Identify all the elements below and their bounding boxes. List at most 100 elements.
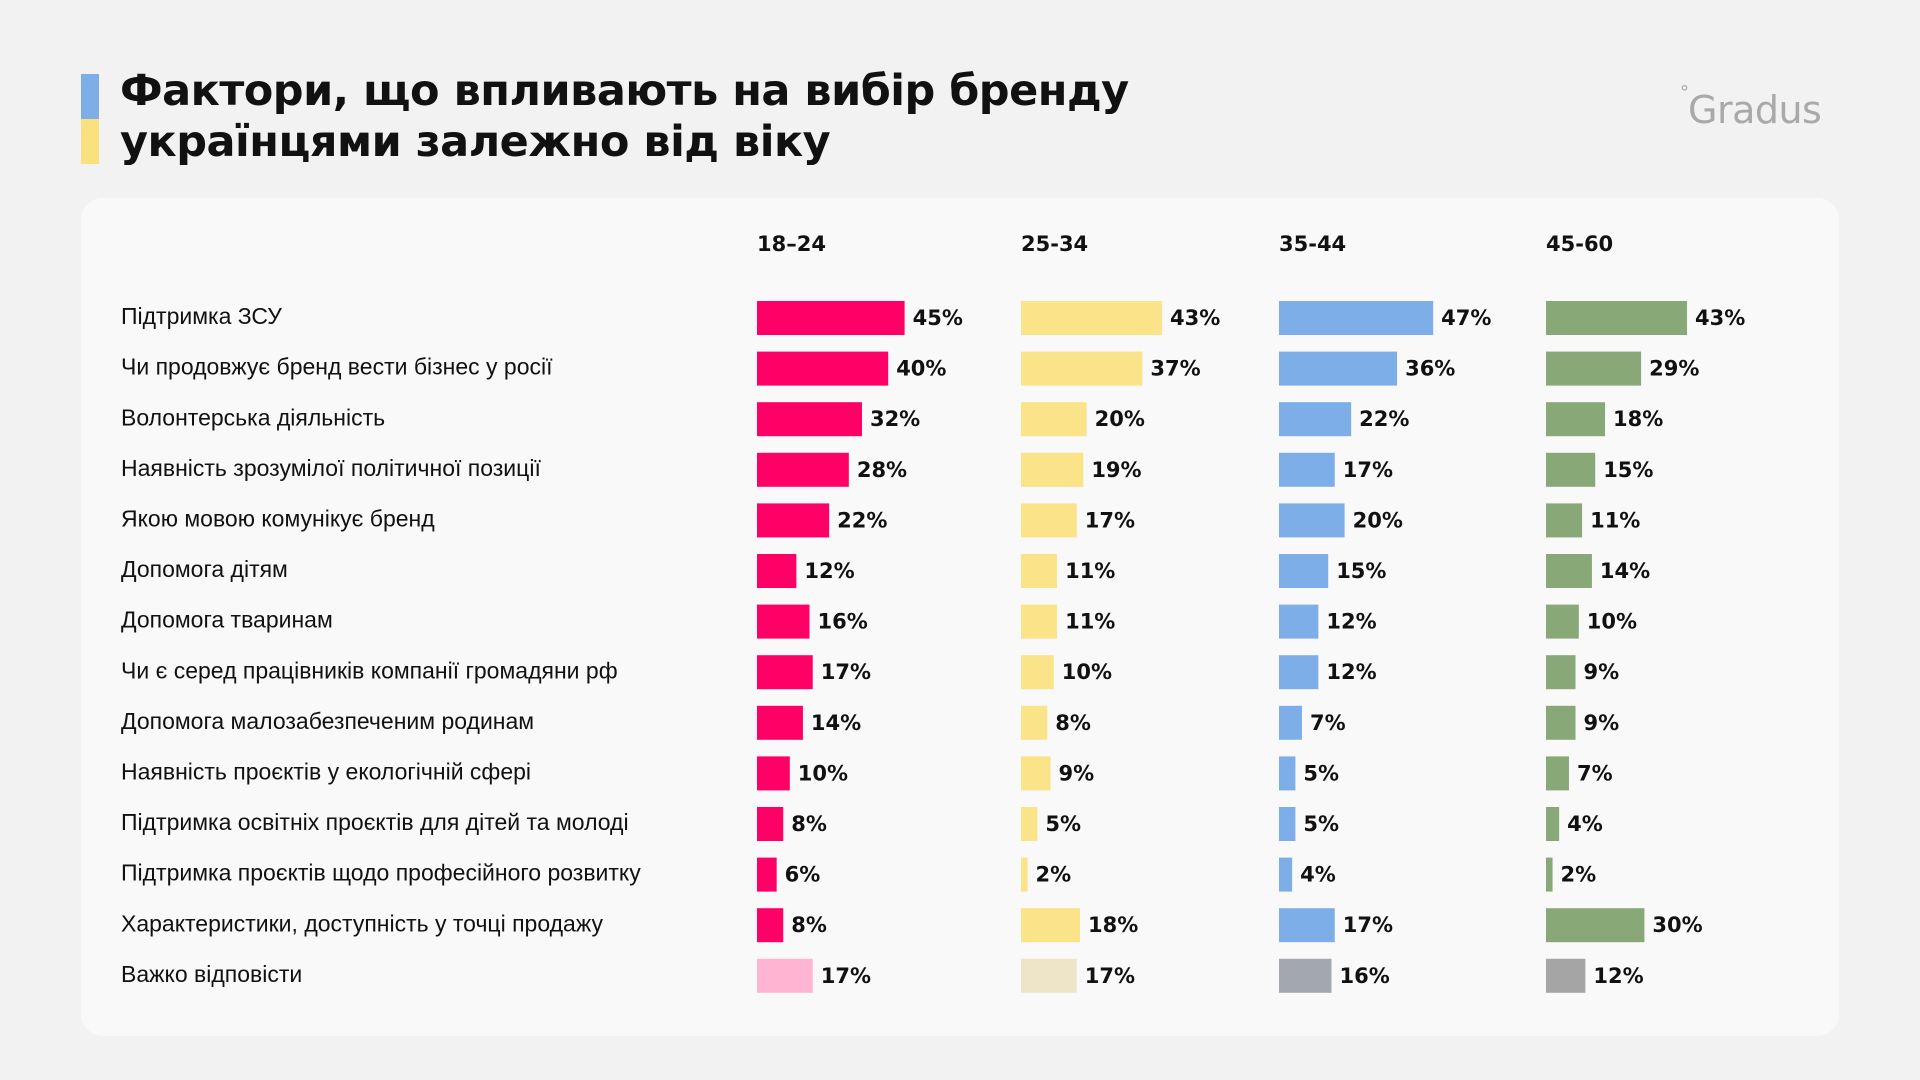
bar-value-label: 16% [817, 610, 867, 634]
bar-value-label: 22% [1359, 407, 1409, 431]
category-label: Допомога тваринам [121, 607, 333, 633]
bar-3 [1279, 655, 1319, 690]
bar-value-label: 8% [791, 812, 827, 836]
bar-1 [757, 604, 810, 639]
bar-value-label: 4% [1567, 812, 1603, 836]
title-accent-blue [81, 74, 99, 119]
bar-2 [1021, 402, 1087, 437]
bar-value-label: 5% [1303, 812, 1339, 836]
bar-1 [757, 908, 784, 943]
bar-1 [757, 503, 830, 538]
bar-value-label: 28% [857, 458, 907, 482]
bar-1 [757, 857, 777, 892]
bar-4 [1546, 604, 1579, 639]
bar-3 [1279, 604, 1319, 639]
bar-value-label: 12% [1326, 610, 1376, 634]
bar-2 [1021, 301, 1163, 335]
bar-3 [1279, 908, 1335, 943]
column-header-3: 35-44 [1279, 232, 1346, 256]
bar-value-label: 17% [1343, 913, 1393, 937]
bar-value-label: 4% [1300, 863, 1336, 887]
bar-value-label: 9% [1059, 761, 1095, 785]
bar-value-label: 12% [1593, 964, 1643, 988]
category-label: Підтримка проєктів щодо професійного роз… [121, 860, 641, 886]
bar-2 [1021, 503, 1077, 538]
bar-2 [1021, 807, 1038, 841]
bar-value-label: 15% [1603, 458, 1653, 482]
category-label: Допомога малозабезпеченим родинам [121, 708, 534, 734]
bar-value-label: 11% [1065, 559, 1115, 583]
bar-value-label: 17% [1343, 458, 1393, 482]
category-label: Чи є серед працівників компанії громадян… [121, 657, 618, 683]
bar-value-label: 12% [804, 559, 854, 583]
brand-logo-mark: ° [1680, 82, 1689, 103]
bar-4 [1546, 958, 1586, 993]
column-header-2: 25-34 [1021, 232, 1088, 256]
bar-2 [1021, 351, 1143, 386]
bar-2 [1021, 452, 1084, 487]
bar-4 [1546, 351, 1642, 386]
bar-value-label: 10% [798, 761, 848, 785]
title-accent-yellow [81, 119, 99, 164]
bar-value-label: 2% [1561, 863, 1597, 887]
bar-value-label: 7% [1310, 711, 1346, 735]
bar-4 [1546, 503, 1583, 538]
category-label: Волонтерська діяльність [121, 404, 385, 430]
bar-value-label: 10% [1587, 610, 1637, 634]
bar-value-label: 12% [1326, 660, 1376, 684]
bar-value-label: 47% [1441, 306, 1491, 330]
bar-3 [1279, 705, 1302, 740]
bar-2 [1021, 756, 1051, 791]
title-accent [81, 74, 99, 164]
column-header-1: 18–24 [757, 232, 826, 256]
bar-value-label: 6% [785, 863, 821, 887]
bar-2 [1021, 908, 1081, 943]
bar-3 [1279, 452, 1335, 487]
bar-value-label: 11% [1065, 610, 1115, 634]
bar-1 [757, 756, 790, 791]
bar-1 [757, 958, 813, 993]
bar-value-label: 32% [870, 407, 920, 431]
bar-value-label: 18% [1613, 407, 1663, 431]
bar-3 [1279, 554, 1329, 588]
bar-value-label: 17% [821, 660, 871, 684]
bar-value-label: 10% [1062, 660, 1112, 684]
bar-value-label: 45% [913, 306, 963, 330]
category-label: Характеристики, доступність у точці прод… [121, 910, 603, 936]
bar-3 [1279, 958, 1332, 993]
bar-value-label: 15% [1336, 559, 1386, 583]
bar-4 [1546, 857, 1553, 892]
bar-value-label: 11% [1590, 508, 1640, 532]
bar-2 [1021, 655, 1054, 690]
bar-value-label: 5% [1045, 812, 1081, 836]
bar-2 [1021, 554, 1058, 588]
category-label: Якою мовою комунікує бренд [121, 505, 435, 531]
bar-3 [1279, 807, 1296, 841]
bar-value-label: 17% [1085, 964, 1135, 988]
bar-value-label: 36% [1405, 357, 1455, 381]
bar-value-label: 20% [1095, 407, 1145, 431]
category-label: Допомога дітям [121, 556, 288, 582]
column-header-4: 45-60 [1546, 232, 1613, 256]
bar-4 [1546, 655, 1576, 690]
bar-3 [1279, 756, 1296, 791]
category-label: Підтримка ЗСУ [121, 303, 282, 329]
bar-1 [757, 402, 862, 437]
bar-value-label: 8% [1055, 711, 1091, 735]
bar-value-label: 17% [821, 964, 871, 988]
bar-1 [757, 351, 889, 386]
bar-3 [1279, 351, 1398, 386]
bar-value-label: 8% [791, 913, 827, 937]
bar-3 [1279, 301, 1434, 335]
bar-value-label: 5% [1303, 761, 1339, 785]
bar-value-label: 2% [1036, 863, 1072, 887]
bar-1 [757, 452, 849, 487]
bar-4 [1546, 908, 1645, 943]
chart-svg: 18–24 25-34 35-44 45-60 Підтримка ЗСУ 45% 43% 4… [121, 232, 1745, 993]
bar-2 [1021, 958, 1077, 993]
category-label: Чи продовжує бренд вести бізнес у росії [121, 354, 553, 380]
brand-logo: ° Gradus [1680, 82, 1822, 132]
bar-1 [757, 655, 813, 690]
bar-2 [1021, 604, 1058, 639]
bar-2 [1021, 705, 1048, 740]
